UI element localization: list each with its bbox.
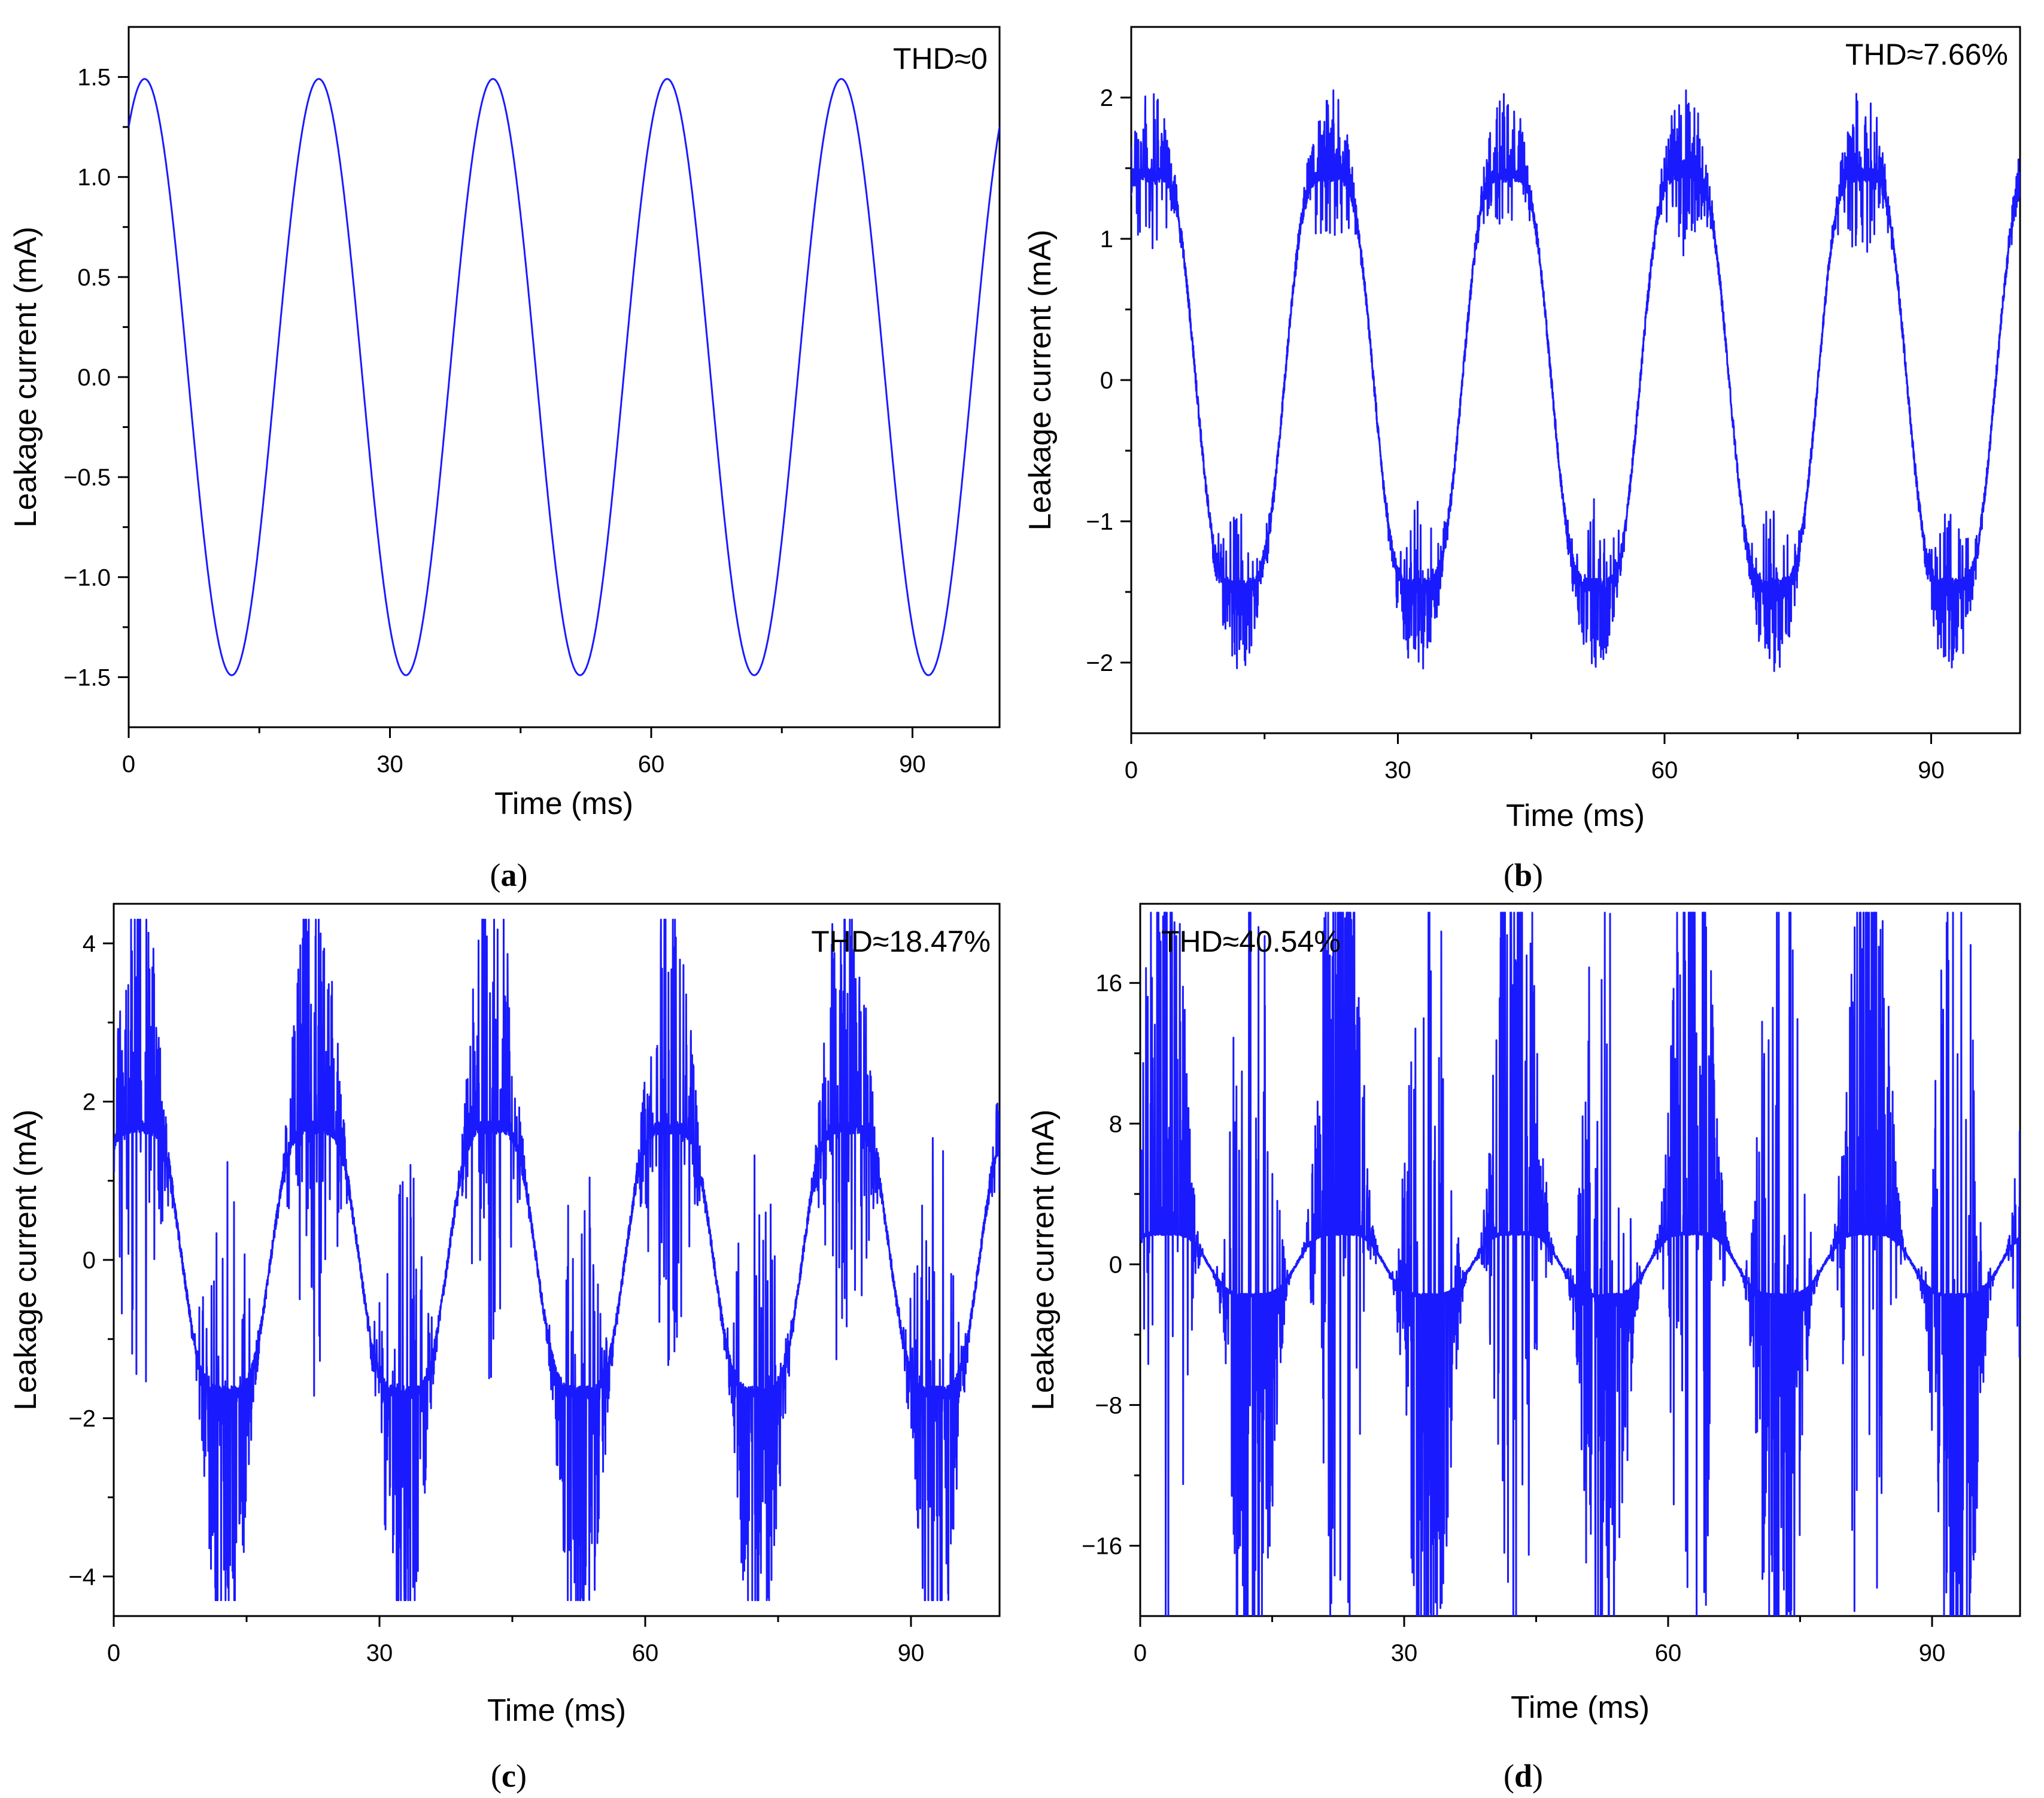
y-tick-label: 0.0: [77, 365, 111, 391]
panel-letter: a: [501, 857, 517, 893]
y-tick-label: 1.0: [77, 165, 111, 191]
panel-label: (c): [491, 1758, 527, 1794]
y-tick-label: −2: [1086, 650, 1113, 676]
x-tick-label: 0: [1134, 1640, 1147, 1666]
y-tick-label: 0: [83, 1247, 96, 1274]
leakage-current-trace: [1140, 912, 2020, 1616]
axis-ticks: [1129, 982, 1933, 1627]
axis-ticks: [118, 76, 913, 738]
leakage-current-trace: [129, 78, 1000, 676]
x-tick-label: 60: [632, 1640, 659, 1666]
x-axis-title: Time (ms): [487, 1693, 626, 1728]
panel-label: (d): [1504, 1758, 1543, 1794]
panel-letter: c: [502, 1758, 516, 1794]
thd-annotation: THD≈7.66%: [1845, 38, 2008, 71]
y-tick-label: 2: [1100, 85, 1113, 111]
y-tick-label: −1.5: [63, 664, 111, 691]
x-tick-label: 90: [898, 1640, 925, 1666]
leakage-current-trace: [114, 918, 1000, 1602]
x-axis-title: Time (ms): [494, 786, 633, 821]
panel-label: (b): [1504, 857, 1543, 893]
panel-label: (a): [490, 857, 528, 893]
y-tick-label: −2: [68, 1405, 96, 1432]
axis-tick-labels: 0 30 60 90 1.5 1.0 0.5 0.0 −0.5 −1.0 −1.5: [63, 65, 926, 777]
panel-letter: d: [1514, 1758, 1532, 1794]
panel-letter: b: [1514, 857, 1532, 893]
y-axis-title: Leakage current (mA): [8, 1110, 43, 1411]
x-tick-label: 60: [1651, 757, 1678, 783]
axis-ticks: [1120, 96, 1932, 744]
axis-tick-labels: 0 30 60 90 4 2 0 −2 −4: [68, 931, 924, 1666]
panel-a: 0 30 60 90 1.5 1.0 0.5 0.0 −0.5 −1.0 −1.5 THD≈0 Le…: [8, 26, 1001, 893]
x-tick-label: 0: [107, 1640, 120, 1666]
y-tick-label: 16: [1096, 970, 1123, 997]
axis-ticks: [103, 942, 912, 1627]
x-tick-label: 0: [122, 751, 135, 777]
y-tick-label: −0.5: [63, 464, 111, 491]
y-tick-label: 1: [1100, 226, 1113, 253]
y-tick-label: −1.0: [63, 564, 111, 591]
y-tick-label: −16: [1082, 1533, 1122, 1559]
y-tick-label: −1: [1086, 509, 1113, 535]
x-tick-label: 0: [1125, 757, 1138, 783]
y-tick-label: −4: [68, 1564, 96, 1590]
thd-annotation: THD≈18.47%: [811, 925, 991, 958]
y-axis-title: Leakage current (mA): [8, 227, 43, 528]
panel-c: 0 30 60 90 4 2 0 −2 −4 THD≈18.47% Leakage curren…: [8, 903, 1001, 1794]
axis-tick-labels: 0 30 60 90 2 1 0 −1 −2: [1086, 85, 1944, 783]
y-tick-label: 1.5: [77, 65, 111, 91]
y-tick-label: −8: [1095, 1392, 1122, 1419]
x-axis-title: Time (ms): [1511, 1690, 1650, 1725]
x-tick-label: 30: [1391, 1640, 1418, 1666]
x-tick-label: 30: [376, 751, 403, 777]
y-tick-label: 0.5: [77, 265, 111, 291]
x-axis-title: Time (ms): [1506, 798, 1645, 833]
x-tick-label: 60: [638, 751, 665, 777]
x-tick-label: 60: [1655, 1640, 1682, 1666]
thd-annotation: THD≈40.54%: [1161, 925, 1341, 958]
y-tick-label: 8: [1109, 1111, 1122, 1137]
x-tick-label: 90: [1918, 757, 1945, 783]
y-tick-label: 0: [1109, 1252, 1122, 1278]
thd-annotation: THD≈0: [893, 42, 988, 75]
y-axis-title: Leakage current (mA): [1026, 1110, 1061, 1411]
y-tick-label: 4: [83, 931, 96, 957]
x-tick-label: 30: [366, 1640, 393, 1666]
leakage-current-trace: [1131, 89, 2020, 672]
panel-b: 0 30 60 90 2 1 0 −1 −2 THD≈7.66% Leakage current…: [1023, 26, 2021, 893]
x-tick-label: 90: [899, 751, 926, 777]
y-axis-title: Leakage current (mA): [1023, 230, 1058, 531]
y-tick-label: 0: [1100, 368, 1113, 394]
axis-tick-labels: 0 30 60 90 16 8 0 −8 −16: [1082, 970, 1945, 1666]
x-tick-label: 90: [1919, 1640, 1946, 1666]
x-tick-label: 30: [1384, 757, 1411, 783]
panel-d: 0 30 60 90 16 8 0 −8 −16 THD≈40.54% Leakage curr…: [1026, 903, 2021, 1794]
y-tick-label: 2: [83, 1089, 96, 1116]
